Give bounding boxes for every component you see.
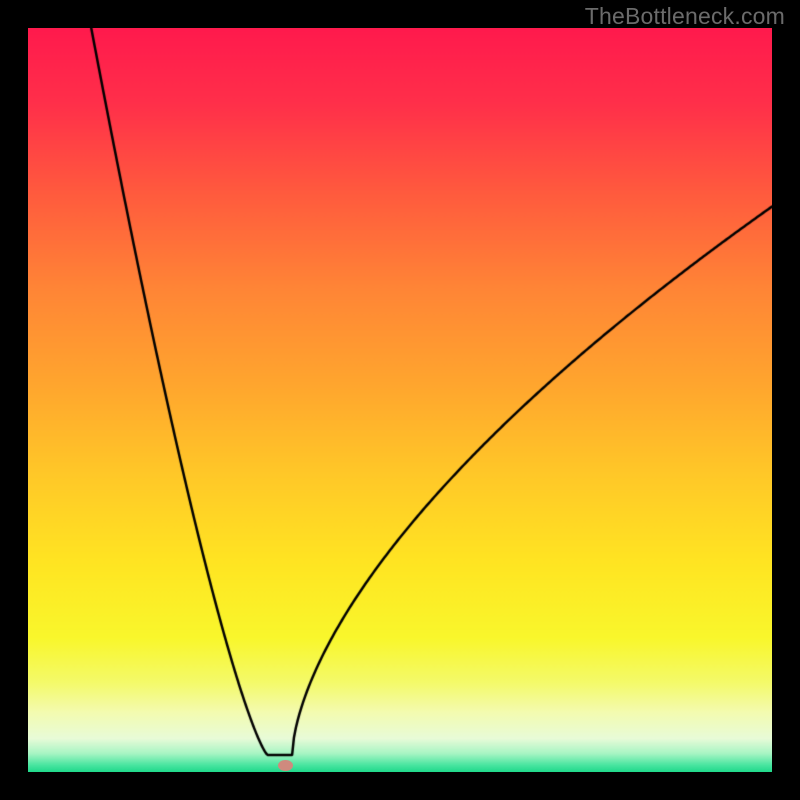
optimal-point-marker [278,760,293,771]
chart-stage: TheBottleneck.com [0,0,800,800]
watermark-text: TheBottleneck.com [585,3,785,30]
bottleneck-curve [28,28,772,772]
